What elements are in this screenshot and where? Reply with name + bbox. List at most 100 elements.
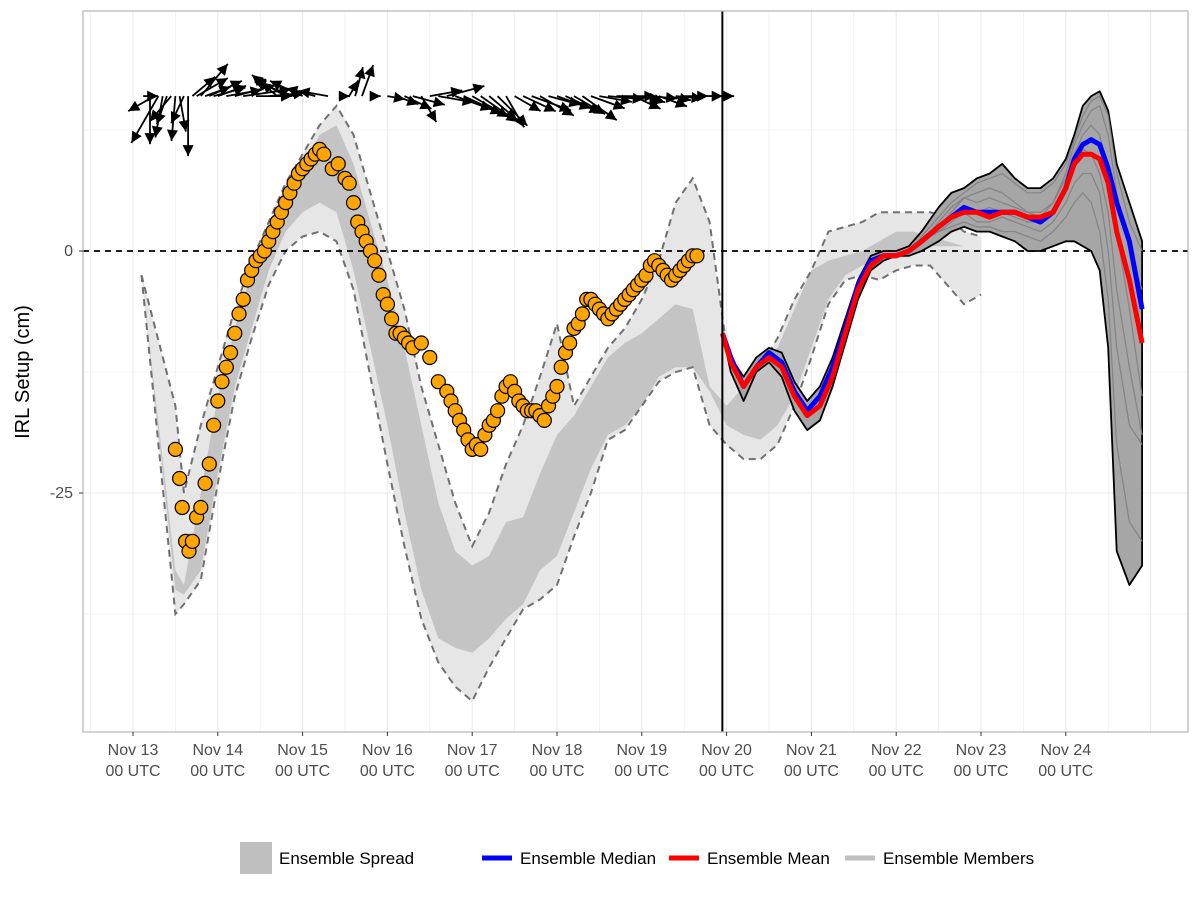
- ensemble-mean-line: [719, 151, 1145, 419]
- x-tick-label-time: 00 UTC: [529, 763, 584, 780]
- wind-arrow-head: [167, 129, 178, 141]
- wind-arrow-head: [426, 109, 437, 123]
- wind-arrow: [217, 84, 247, 97]
- legend-item: Ensemble Mean: [669, 849, 830, 868]
- wind-arrow-head: [131, 130, 142, 143]
- observed-point: [316, 146, 332, 162]
- observed-point: [345, 195, 362, 211]
- wind-arrow-head: [270, 80, 283, 91]
- observed-point: [227, 325, 243, 341]
- x-tick-label-date: Nov 22: [871, 742, 922, 759]
- observed-point: [330, 156, 346, 172]
- y-tick-label: -25: [50, 485, 73, 502]
- observed-point: [553, 359, 569, 375]
- wind-arrow-head: [691, 92, 703, 103]
- y-axis: 0 -25: [50, 243, 83, 502]
- wind-arrow: [298, 87, 329, 99]
- observed-point: [197, 475, 213, 491]
- observed-point: [174, 499, 190, 516]
- observed-point: [430, 374, 446, 390]
- observed-point: [222, 345, 239, 361]
- x-tick-label-date: Nov 18: [532, 742, 583, 759]
- wind-arrow-head: [233, 84, 246, 95]
- wind-arrow-head: [178, 119, 190, 132]
- observed-point: [574, 306, 591, 322]
- wind-arrow-head: [369, 90, 381, 102]
- wind-arrow-head: [182, 145, 194, 157]
- wind-arrows: [127, 63, 735, 157]
- observed-point: [218, 359, 234, 375]
- wind-arrow: [196, 77, 229, 97]
- wind-arrow: [446, 83, 485, 97]
- wind-arrow-head: [364, 65, 375, 78]
- wind-arrow-head: [504, 108, 517, 120]
- observed-point: [235, 291, 251, 307]
- wind-arrow-head: [528, 100, 541, 112]
- wind-arrow: [573, 95, 606, 115]
- x-tick-label-time: 00 UTC: [360, 763, 415, 780]
- observed-point: [490, 403, 506, 419]
- legend: Ensemble Spread Ensemble Median Ensemble M…: [240, 842, 1034, 874]
- observed-point: [384, 311, 400, 327]
- wind-arrow: [127, 95, 155, 112]
- observed-point: [413, 335, 429, 351]
- x-tick-label-time: 00 UTC: [445, 763, 500, 780]
- wind-arrow: [254, 80, 295, 97]
- wind-arrow: [182, 96, 194, 157]
- x-tick-label-date: Nov 16: [362, 742, 413, 759]
- x-tick-label-date: Nov 13: [108, 742, 159, 759]
- x-tick-label-time: 00 UTC: [699, 763, 754, 780]
- legend-item: Ensemble Members: [845, 849, 1034, 868]
- x-tick-label-time: 00 UTC: [275, 763, 330, 780]
- wind-arrow: [420, 95, 438, 123]
- wind-arrow-head: [723, 90, 735, 102]
- wind-arrow-head: [604, 109, 617, 121]
- observed-point: [689, 248, 705, 264]
- wind-arrow-head: [298, 87, 311, 99]
- observed-point: [549, 378, 565, 395]
- observed-point: [422, 349, 438, 366]
- legend-label: Ensemble Median: [520, 849, 656, 868]
- observed-point: [379, 296, 395, 312]
- legend-item: Ensemble Spread: [240, 842, 414, 874]
- x-tick-label-date: Nov 21: [786, 742, 837, 759]
- wind-arrow: [701, 90, 735, 102]
- x-tick-label-date: Nov 24: [1040, 742, 1091, 759]
- wind-arrow: [369, 90, 381, 102]
- observed-point: [214, 374, 230, 390]
- observed-point: [231, 306, 247, 322]
- wind-arrow-head: [254, 80, 267, 91]
- x-tick-label-time: 00 UTC: [869, 763, 924, 780]
- wind-arrow-head: [144, 133, 156, 145]
- wind-arrow-head: [679, 93, 691, 104]
- wind-arrow-head: [281, 90, 292, 102]
- x-tick-label-date: Nov 17: [447, 742, 498, 759]
- x-tick-label-time: 00 UTC: [1038, 763, 1093, 780]
- wind-arrow: [170, 95, 185, 124]
- hindcast-lower-bound: [140, 230, 982, 703]
- x-tick-label-time: 00 UTC: [784, 763, 839, 780]
- x-tick-label-date: Nov 19: [616, 742, 667, 759]
- wind-arrow: [191, 76, 216, 97]
- x-axis: Nov 13 00 UTC Nov 14 00 UTC Nov 15 00 UTC Nov …: [105, 732, 1093, 780]
- wind-arrow-head: [354, 67, 366, 80]
- wind-arrow: [505, 95, 525, 128]
- x-tick-label-date: Nov 23: [956, 742, 1007, 759]
- x-tick-label-time: 00 UTC: [953, 763, 1008, 780]
- observed-point: [210, 393, 226, 409]
- wind-arrow-head: [216, 63, 228, 76]
- wind-arrow: [354, 66, 366, 97]
- x-tick-label-date: Nov 14: [192, 742, 243, 759]
- wind-arrow: [539, 95, 575, 117]
- wind-arrow-head: [513, 115, 525, 128]
- x-tick-label-date: Nov 15: [277, 742, 328, 759]
- observed-point: [536, 412, 552, 428]
- observed-point: [367, 253, 383, 269]
- wind-arrow: [338, 90, 350, 102]
- wind-arrow-head: [203, 76, 216, 89]
- wind-arrow: [412, 95, 445, 108]
- wind-arrow: [590, 95, 626, 110]
- wind-arrow: [522, 95, 557, 113]
- y-axis-title: IRL Setup (cm): [12, 305, 34, 439]
